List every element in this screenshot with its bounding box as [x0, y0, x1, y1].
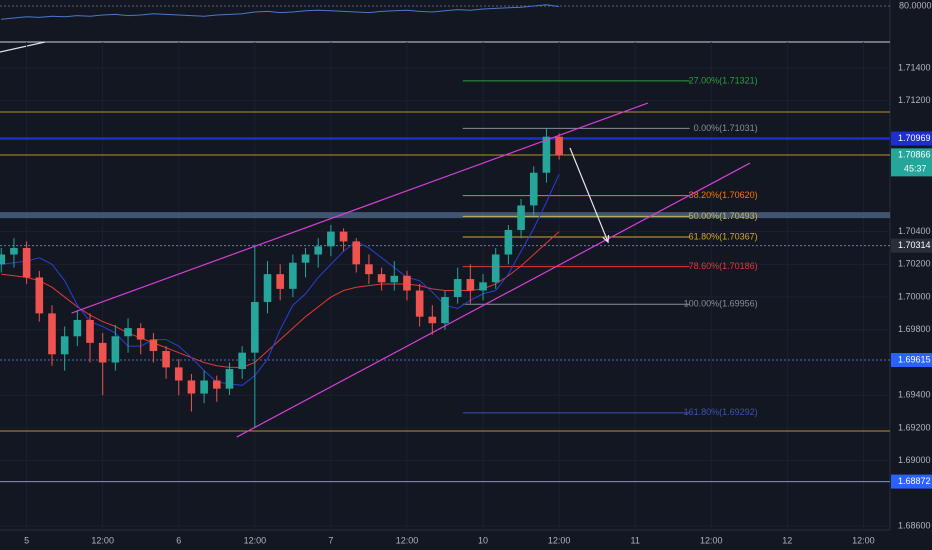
candle-body	[555, 136, 563, 156]
fib-label: 50.00%(1.70493)	[689, 211, 758, 221]
y-tick-label: 1.70400	[898, 226, 931, 236]
moving-average	[1, 174, 560, 386]
candle-body	[365, 264, 373, 275]
price-tag	[891, 353, 932, 368]
fib-label: 161.80%(1.69292)	[684, 407, 758, 417]
oscillator-line	[1, 4, 560, 20]
candle-body	[136, 328, 145, 340]
candle-body	[352, 241, 361, 265]
candle-body	[0, 254, 6, 265]
x-tick-label: 10	[478, 535, 488, 545]
x-tick-label: 6	[176, 535, 181, 545]
y-tick-label: 1.69800	[898, 324, 931, 334]
price-axis	[890, 0, 932, 550]
candle-body	[276, 274, 284, 289]
price-tag-label: 1.70314	[898, 240, 931, 250]
trend-line	[71, 102, 649, 314]
y-tick-label: 1.69000	[898, 455, 931, 465]
price-tag-label: 1.70866	[898, 150, 931, 160]
candle-body	[124, 328, 132, 337]
candle-body	[479, 282, 487, 291]
candle-body	[466, 279, 475, 291]
fib-label: 78.60%(1.70186)	[689, 261, 758, 271]
candle-body	[428, 316, 437, 324]
candle-body	[60, 336, 69, 355]
fib-label: 100.00%(1.69956)	[684, 299, 758, 309]
y-tick-label: 1.69400	[898, 390, 931, 400]
price-tag	[891, 131, 932, 146]
candle-body	[517, 205, 525, 230]
price-tag	[891, 474, 932, 489]
candle-body	[441, 297, 449, 324]
price-tag-label: 1.69615	[898, 354, 931, 364]
arrow	[569, 147, 609, 243]
candle-body	[289, 262, 297, 289]
fib-label: 38.20%(1.70620)	[689, 190, 758, 200]
candle-body	[48, 313, 56, 355]
y-tick-label: 1.69200	[898, 422, 931, 432]
y-tick-label: 1.70200	[898, 259, 931, 269]
candle-body	[10, 247, 18, 255]
trend-line	[236, 162, 751, 438]
x-tick-label: 12:00	[852, 535, 875, 545]
candle-body	[162, 351, 170, 368]
candle-body	[415, 290, 424, 317]
candle-body	[491, 254, 500, 283]
x-tick-label: 12:00	[396, 535, 419, 545]
candle-body	[314, 246, 323, 255]
candle-body	[377, 274, 386, 283]
candle-body	[225, 369, 234, 389]
fib-label: 61.80%(1.70367)	[689, 231, 758, 241]
drawing-line	[0, 41, 46, 53]
arrow-head	[602, 235, 610, 244]
candle-body	[390, 275, 399, 283]
x-tick-label: 11	[630, 535, 639, 545]
price-tag	[891, 238, 932, 253]
candle-body	[504, 229, 513, 255]
candle-body	[529, 172, 538, 206]
candle-body	[301, 254, 310, 263]
fib-label: -27.00%(1.71321)	[686, 75, 758, 85]
moving-average	[1, 231, 560, 368]
candle-body	[149, 339, 158, 352]
x-tick-label: 12	[782, 535, 792, 545]
candle-body	[263, 274, 272, 302]
countdown: 45:37	[904, 164, 927, 174]
candle-body	[212, 380, 221, 389]
candle-body	[200, 380, 208, 394]
candle-body	[98, 342, 107, 363]
fib-label: 0.00%(1.71031)	[694, 123, 758, 133]
candle-body	[22, 247, 31, 278]
x-tick-label: 12:00	[91, 535, 114, 545]
x-tick-label: 7	[328, 535, 333, 545]
candle-body	[327, 231, 335, 247]
candle-body	[174, 367, 183, 381]
candle-body	[187, 380, 196, 394]
price-tag	[891, 148, 932, 177]
x-tick-label: 12:00	[244, 535, 267, 545]
y-tick-label: 1.68600	[898, 520, 931, 530]
candle-body	[73, 319, 82, 337]
x-tick-label: 5	[24, 535, 29, 545]
price-tag-label: 1.70969	[898, 133, 931, 143]
price-tag-label: 1.68872	[898, 476, 931, 486]
candle-body	[86, 319, 94, 343]
y-tick-label: 1.70000	[898, 291, 931, 301]
candle-body	[453, 279, 462, 298]
candle-body	[339, 231, 348, 242]
x-tick-label: 12:00	[700, 535, 723, 545]
candle-body	[542, 136, 551, 173]
candle-body	[403, 275, 411, 291]
y-tick-label: 1.71200	[898, 95, 931, 105]
candle-body	[111, 336, 120, 363]
candle-body	[251, 301, 259, 353]
x-tick-label: 12:00	[548, 535, 571, 545]
y-tick-label: 80.0000	[899, 0, 932, 10]
candle-body	[238, 352, 246, 370]
y-tick-label: 1.71400	[898, 62, 931, 72]
candle-body	[35, 277, 44, 314]
